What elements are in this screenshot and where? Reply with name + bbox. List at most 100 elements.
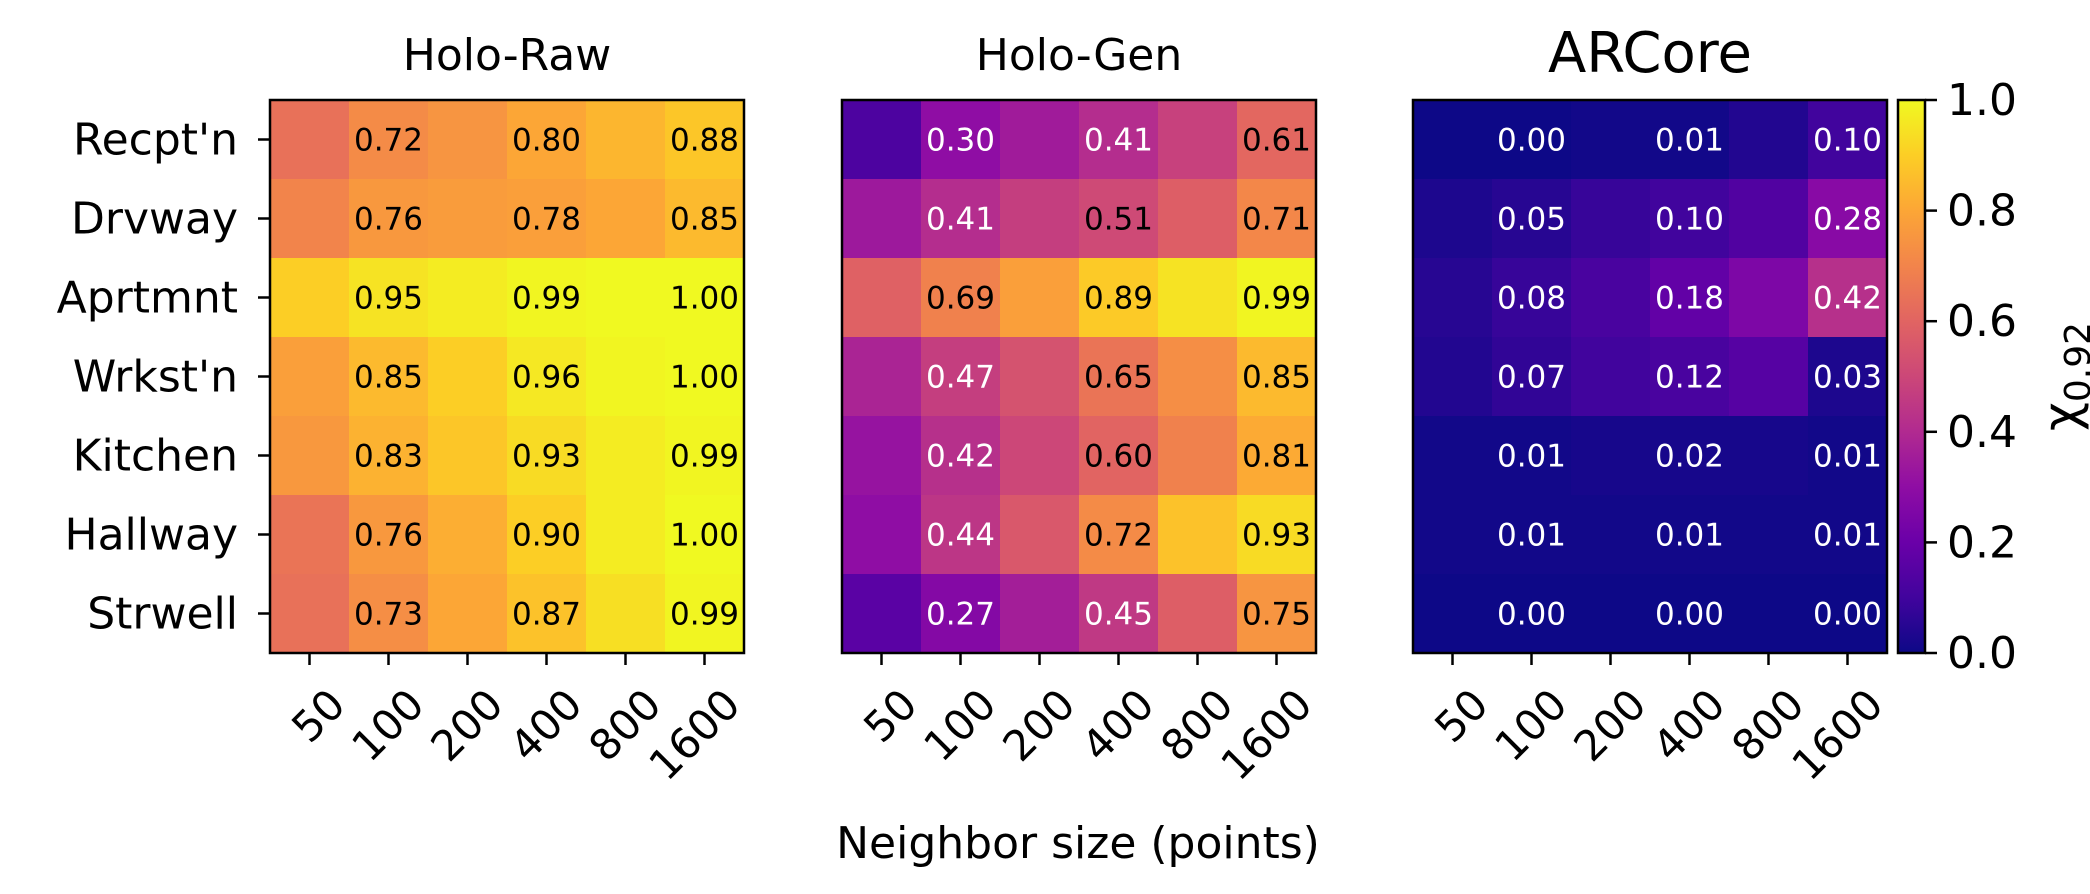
cell-value-label: 0.03	[1813, 360, 1882, 396]
heatmap-cell	[1492, 337, 1572, 417]
heatmap-cell	[507, 574, 587, 654]
cell-value-label: 0.01	[1655, 123, 1724, 159]
cell-value-label: 0.99	[512, 281, 581, 317]
heatmap-cell	[921, 574, 1001, 654]
heatmap-cell	[507, 100, 587, 180]
heatmap-cell	[428, 416, 508, 496]
heatmap-cell	[1808, 574, 1888, 654]
heatmap-cell	[842, 337, 922, 417]
heatmap-cell	[1729, 179, 1809, 259]
heatmap-cell	[586, 495, 666, 575]
heatmap-cell	[1000, 179, 1080, 259]
heatmap-cell	[1492, 258, 1572, 338]
cell-value-label: 0.51	[1084, 202, 1153, 238]
x-tick-label: 200	[421, 679, 512, 770]
heatmap-cell	[1079, 495, 1159, 575]
heatmap-cell	[428, 179, 508, 259]
heatmap-cell	[1079, 100, 1159, 180]
x-axis-label: Neighbor size (points)	[836, 818, 1320, 869]
heatmap-cell	[921, 179, 1001, 259]
colorbar-label: χ0.92	[2032, 322, 2090, 431]
cell-value-label: 0.10	[1813, 123, 1882, 159]
cell-value-label: 0.90	[512, 518, 581, 554]
heatmap-cell	[921, 100, 1001, 180]
cell-value-label: 0.85	[354, 360, 423, 396]
heatmap-cell	[428, 574, 508, 654]
heatmap-cell	[270, 416, 350, 496]
cell-value-label: 1.00	[670, 518, 739, 554]
heatmap-cell	[270, 179, 350, 259]
cell-value-label: 0.01	[1655, 518, 1724, 554]
heatmap-cell	[1158, 574, 1238, 654]
heatmap-cell	[507, 416, 587, 496]
cell-value-label: 0.71	[1242, 202, 1311, 238]
heatmap-cell	[1650, 179, 1730, 259]
cell-value-label: 0.12	[1655, 360, 1724, 396]
heatmap-cell	[1158, 416, 1238, 496]
cell-value-label: 0.81	[1242, 439, 1311, 475]
heatmap-cell	[1000, 495, 1080, 575]
cell-value-label: 1.00	[670, 281, 739, 317]
heatmap-cell	[665, 574, 745, 654]
x-tick-label: 400	[1072, 679, 1163, 770]
heatmap-cell	[1492, 100, 1572, 180]
heatmap-cell	[842, 495, 922, 575]
heatmap-cell	[665, 179, 745, 259]
y-tick-label: Wrkst'n	[73, 352, 238, 403]
heatmap-cell	[1571, 495, 1651, 575]
heatmap-cell	[586, 416, 666, 496]
cell-value-label: 0.99	[670, 597, 739, 633]
heatmap-cell	[842, 416, 922, 496]
heatmap-cell	[665, 258, 745, 338]
heatmap-cell	[665, 100, 745, 180]
heatmap-cell	[1000, 416, 1080, 496]
heatmap-cell	[428, 258, 508, 338]
heatmap-cell	[1413, 416, 1493, 496]
cell-value-label: 0.00	[1813, 597, 1882, 633]
cell-value-label: 0.05	[1497, 202, 1566, 238]
y-tick-label: Aprtmnt	[57, 273, 238, 324]
cell-value-label: 0.83	[354, 439, 423, 475]
cell-value-label: 0.72	[1084, 518, 1153, 554]
cell-value-label: 0.93	[512, 439, 581, 475]
heatmap-cell	[1729, 495, 1809, 575]
cell-value-label: 0.42	[926, 439, 995, 475]
x-tick-label: 1600	[639, 679, 749, 789]
heatmap-cell	[1413, 258, 1493, 338]
heatmap-cell	[1079, 179, 1159, 259]
cell-value-label: 0.00	[1497, 597, 1566, 633]
heatmap-cell	[507, 337, 587, 417]
heatmap-cell	[1808, 416, 1888, 496]
heatmap-cell	[1492, 179, 1572, 259]
cell-value-label: 0.41	[1084, 123, 1153, 159]
heatmap-cell	[842, 574, 922, 654]
heatmap-cell	[270, 574, 350, 654]
cell-value-label: 0.27	[926, 597, 995, 633]
heatmap-cell	[1413, 495, 1493, 575]
heatmap-cell	[1158, 495, 1238, 575]
colorbar-tick-label: 0.4	[1947, 407, 2017, 458]
heatmap-cell	[842, 179, 922, 259]
cell-value-label: 0.87	[512, 597, 581, 633]
cell-value-label: 0.73	[354, 597, 423, 633]
heatmap-cell	[349, 416, 429, 496]
colorbar-gradient	[1896, 98, 1927, 655]
heatmap-cell	[921, 495, 1001, 575]
x-tick-label: 1600	[1782, 679, 1892, 789]
cell-value-label: 0.01	[1813, 518, 1882, 554]
cell-value-label: 1.00	[670, 360, 739, 396]
heatmap-cell	[1571, 100, 1651, 180]
heatmap-cell	[1808, 258, 1888, 338]
heatmap-cell	[1237, 179, 1317, 259]
y-tick-label: Drvway	[71, 194, 238, 245]
cell-value-label: 0.75	[1242, 597, 1311, 633]
cell-value-label: 0.30	[926, 123, 995, 159]
heatmap-cell	[586, 100, 666, 180]
cell-value-label: 0.65	[1084, 360, 1153, 396]
heatmap-cell	[349, 574, 429, 654]
cell-value-label: 0.88	[670, 123, 739, 159]
cell-value-label: 0.76	[354, 202, 423, 238]
heatmap-cell	[1237, 574, 1317, 654]
heatmap-cell	[1237, 100, 1317, 180]
heatmap-cell	[349, 495, 429, 575]
